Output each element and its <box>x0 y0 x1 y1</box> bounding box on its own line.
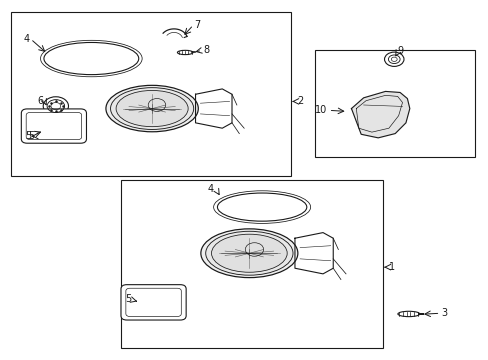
Circle shape <box>43 97 68 115</box>
Text: 4: 4 <box>207 184 213 194</box>
Text: 10: 10 <box>315 105 327 114</box>
Ellipse shape <box>397 311 419 317</box>
Text: 5: 5 <box>25 131 31 141</box>
Bar <box>11 12 290 176</box>
Ellipse shape <box>177 50 193 55</box>
Text: 5: 5 <box>125 294 131 304</box>
Ellipse shape <box>116 90 188 127</box>
Text: 3: 3 <box>441 308 447 318</box>
Text: 2: 2 <box>296 96 303 107</box>
Ellipse shape <box>201 229 297 278</box>
Circle shape <box>384 52 403 66</box>
Ellipse shape <box>44 42 139 75</box>
Text: 8: 8 <box>203 45 209 55</box>
Ellipse shape <box>110 87 193 130</box>
Bar <box>120 180 382 348</box>
Bar <box>314 50 474 157</box>
Text: 5: 5 <box>28 131 35 141</box>
Text: 1: 1 <box>388 262 394 272</box>
Ellipse shape <box>41 40 142 77</box>
Text: 4: 4 <box>23 34 30 44</box>
Ellipse shape <box>217 193 306 221</box>
Polygon shape <box>351 91 409 138</box>
Ellipse shape <box>106 85 198 132</box>
Text: 9: 9 <box>396 46 402 56</box>
Text: 7: 7 <box>194 20 200 30</box>
FancyBboxPatch shape <box>121 285 186 320</box>
Ellipse shape <box>211 234 286 272</box>
FancyBboxPatch shape <box>21 109 86 143</box>
Ellipse shape <box>213 191 310 224</box>
Ellipse shape <box>205 231 292 275</box>
Text: 6: 6 <box>38 96 43 107</box>
